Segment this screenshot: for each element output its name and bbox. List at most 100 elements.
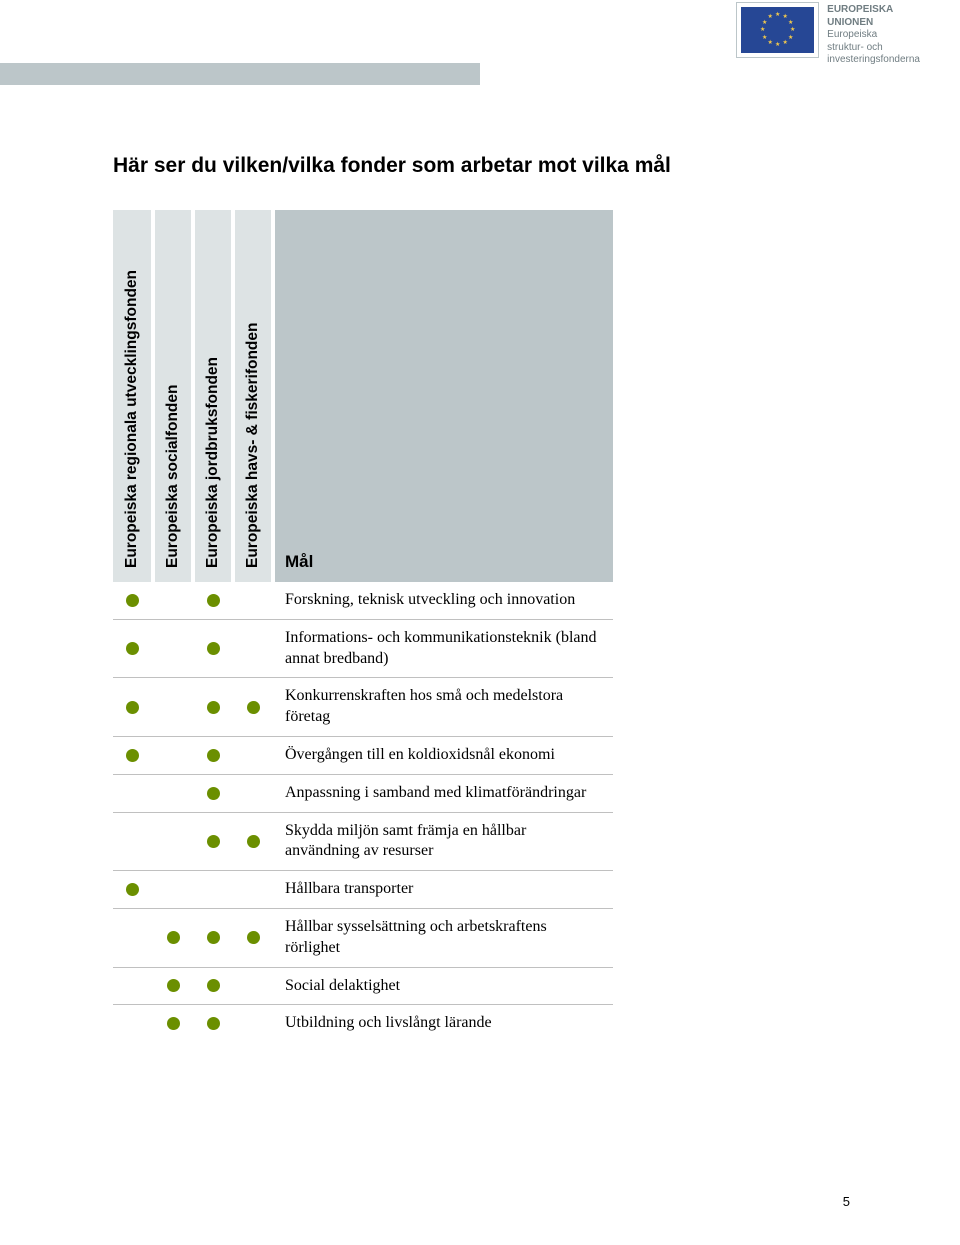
matrix-cell [195,582,235,619]
matrix-body: Forskning, teknisk utveckling och innova… [113,582,613,1042]
matrix-cell [235,582,275,619]
matrix-cell [113,775,155,812]
eu-text-line: Europeiska [827,29,920,42]
page-number: 5 [843,1194,850,1209]
eu-logo-text: EUROPEISKA UNIONEN Europeiska struktur- … [827,2,920,67]
matrix-row: Hållbara transporter [113,871,613,909]
matrix-row: Social delaktighet [113,968,613,1006]
column-header-label: Europeiska havs- & fiskerifonden [244,323,262,583]
matrix-cell [195,813,235,871]
eu-star-icon: ★ [775,42,780,48]
matrix-cell [113,813,155,871]
dot-icon [207,594,220,607]
dot-icon [247,701,260,714]
matrix-cell [113,737,155,774]
matrix-row: Hållbar sysselsättning och arbetskraften… [113,909,613,968]
eu-text-line: investeringsfonderna [827,54,920,67]
matrix-cell [113,968,155,1005]
eu-logo-block: ★★★★★★★★★★★★ EUROPEISKA UNIONEN Europeis… [736,2,920,67]
eu-star-icon: ★ [762,20,767,26]
matrix-cell [113,678,155,736]
matrix-row: Utbildning och livslångt lärande [113,1005,613,1042]
matrix-cell [235,1005,275,1042]
column-header-fund-3: Europeiska jordbruksfonden [195,210,235,582]
column-header-fund-2: Europeiska socialfonden [155,210,195,582]
matrix-cell [235,775,275,812]
matrix-cell [195,968,235,1005]
eu-star-icon: ★ [775,12,780,18]
goal-label: Hållbar sysselsättning och arbetskraften… [275,909,613,967]
eu-text-line: EUROPEISKA [827,4,920,17]
dot-icon [126,594,139,607]
eu-star-icon: ★ [788,20,793,26]
goal-label: Övergången till en koldioxidsnål ekonomi [275,737,613,774]
eu-flag: ★★★★★★★★★★★★ [736,2,819,58]
matrix-cell [113,871,155,908]
matrix-cell [235,678,275,736]
matrix-cell [235,968,275,1005]
goal-label: Utbildning och livslångt lärande [275,1005,613,1042]
goal-label: Social delaktighet [275,968,613,1005]
matrix-row: Forskning, teknisk utveckling och innova… [113,582,613,620]
matrix-cell [235,813,275,871]
matrix-header-row: Europeiska regionala utvecklingsfonden E… [113,210,613,582]
matrix-row: Konkurrenskraften hos små och medelstora… [113,678,613,737]
dot-icon [126,883,139,896]
goal-label: Konkurrenskraften hos små och medelstora… [275,678,613,736]
goal-label: Skydda miljön samt främja en hållbar anv… [275,813,613,871]
dot-icon [126,642,139,655]
funds-goals-matrix: Europeiska regionala utvecklingsfonden E… [113,210,613,1042]
dot-icon [207,931,220,944]
column-header-label: Europeiska socialfonden [164,385,182,582]
goal-label: Hållbara transporter [275,871,613,908]
dot-icon [207,979,220,992]
matrix-row: Informations- och kommunikationsteknik (… [113,620,613,679]
matrix-cell [195,909,235,967]
matrix-cell [155,678,195,736]
eu-star-icon: ★ [760,27,765,33]
eu-star-icon: ★ [762,35,767,41]
goal-label: Anpassning i samband med klimatförändrin… [275,775,613,812]
eu-text-line: UNIONEN [827,17,920,30]
dot-icon [207,701,220,714]
matrix-cell [155,620,195,678]
dot-icon [167,931,180,944]
column-header-label: Europeiska regionala utvecklingsfonden [123,270,141,582]
dot-icon [247,835,260,848]
eu-text-line: struktur- och [827,42,920,55]
dot-icon [126,701,139,714]
matrix-cell [155,582,195,619]
matrix-cell [195,871,235,908]
matrix-cell [195,775,235,812]
column-header-label: Europeiska jordbruksfonden [204,357,222,582]
matrix-cell [195,678,235,736]
matrix-cell [113,909,155,967]
matrix-row: Skydda miljön samt främja en hållbar anv… [113,813,613,872]
dot-icon [126,749,139,762]
matrix-cell [113,582,155,619]
matrix-cell [195,620,235,678]
matrix-cell [235,620,275,678]
matrix-cell [155,1005,195,1042]
eu-star-icon: ★ [767,14,772,20]
matrix-cell [235,909,275,967]
matrix-cell [155,737,195,774]
eu-star-icon: ★ [782,40,787,46]
goal-label: Informations- och kommunikationsteknik (… [275,620,613,678]
matrix-cell [113,1005,155,1042]
matrix-row: Anpassning i samband med klimatförändrin… [113,775,613,813]
column-header-fund-1: Europeiska regionala utvecklingsfonden [113,210,155,582]
dot-icon [167,1017,180,1030]
dot-icon [207,835,220,848]
dot-icon [207,1017,220,1030]
eu-star-icon: ★ [788,35,793,41]
goal-label: Forskning, teknisk utveckling och innova… [275,582,613,619]
matrix-cell [195,737,235,774]
matrix-cell [155,968,195,1005]
page-title: Här ser du vilken/vilka fonder som arbet… [113,154,853,178]
column-header-goal-label: Mål [285,552,313,572]
matrix-cell [113,620,155,678]
top-gray-band [0,63,480,85]
dot-icon [207,749,220,762]
column-header-fund-4: Europeiska havs- & fiskerifonden [235,210,275,582]
